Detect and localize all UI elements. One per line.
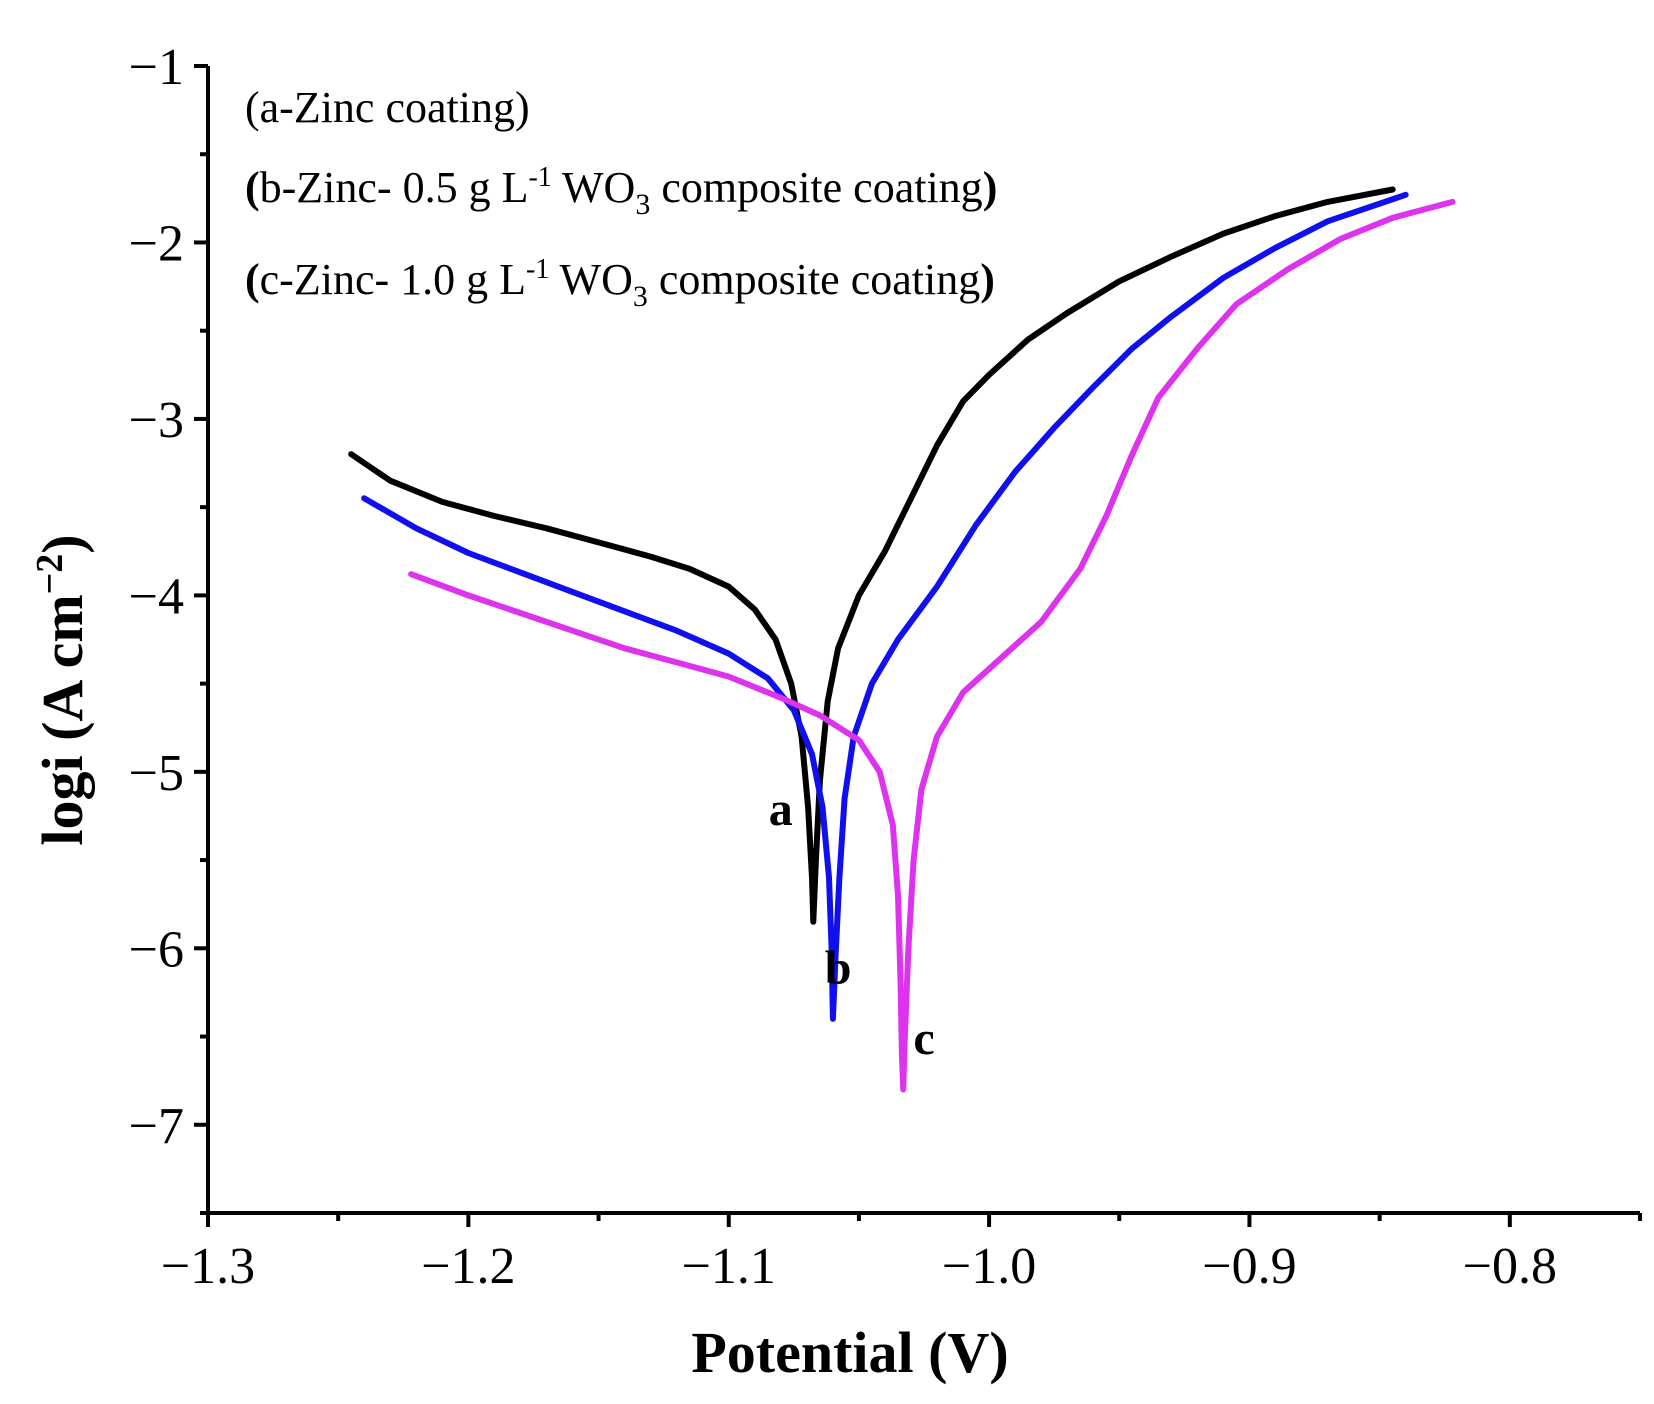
y-tick-label: −2 (129, 215, 184, 272)
x-tick-label: −1.1 (682, 1238, 776, 1295)
y-tick-label: −6 (129, 921, 184, 978)
legend-entry-b: (b-Zinc- 0.5 g L-1 WO3 composite coating… (245, 162, 997, 221)
x-tick-label: −0.9 (1202, 1238, 1296, 1295)
y-axis-title: logi (A cm−2) (29, 534, 95, 845)
y-tick-label: −7 (129, 1098, 184, 1155)
legend: (a-Zinc coating) (b-Zinc- 0.5 g L-1 WO3 … (245, 83, 997, 313)
curve-label-a: a (769, 783, 793, 836)
x-tick-label: −1.3 (161, 1238, 255, 1295)
curve-a (348, 186, 1396, 925)
x-axis-title: Potential (V) (691, 1320, 1008, 1385)
axes: −1 −2 −3 −4 −5 −6 −7 −1.3 −1.2 −1.1 −1.0 −0.9 −0.8 (129, 39, 1642, 1295)
y-tick-label: −5 (129, 745, 184, 802)
curve-label-b: b (825, 942, 852, 995)
curve-b (361, 191, 1409, 1022)
y-ticks: −1 −2 −3 −4 −5 −6 −7 (129, 39, 208, 1215)
y-tick-label: −1 (129, 39, 184, 96)
x-ticks: −1.3 −1.2 −1.1 −1.0 −0.9 −0.8 (161, 1213, 1642, 1295)
curves (348, 186, 1456, 1093)
x-tick-label: −1.2 (421, 1238, 515, 1295)
curve-label-c: c (913, 1012, 934, 1065)
x-tick-label: −0.8 (1463, 1238, 1557, 1295)
curve-labels: a b c (769, 783, 935, 1065)
x-tick-label: −1.0 (942, 1238, 1036, 1295)
curve-c (408, 198, 1456, 1093)
legend-entry-a: (a-Zinc coating) (245, 83, 530, 132)
legend-entry-c: (c-Zinc- 1.0 g L-1 WO3 composite coating… (245, 254, 995, 313)
y-tick-label: −4 (129, 568, 184, 625)
y-tick-label: −3 (129, 392, 184, 449)
